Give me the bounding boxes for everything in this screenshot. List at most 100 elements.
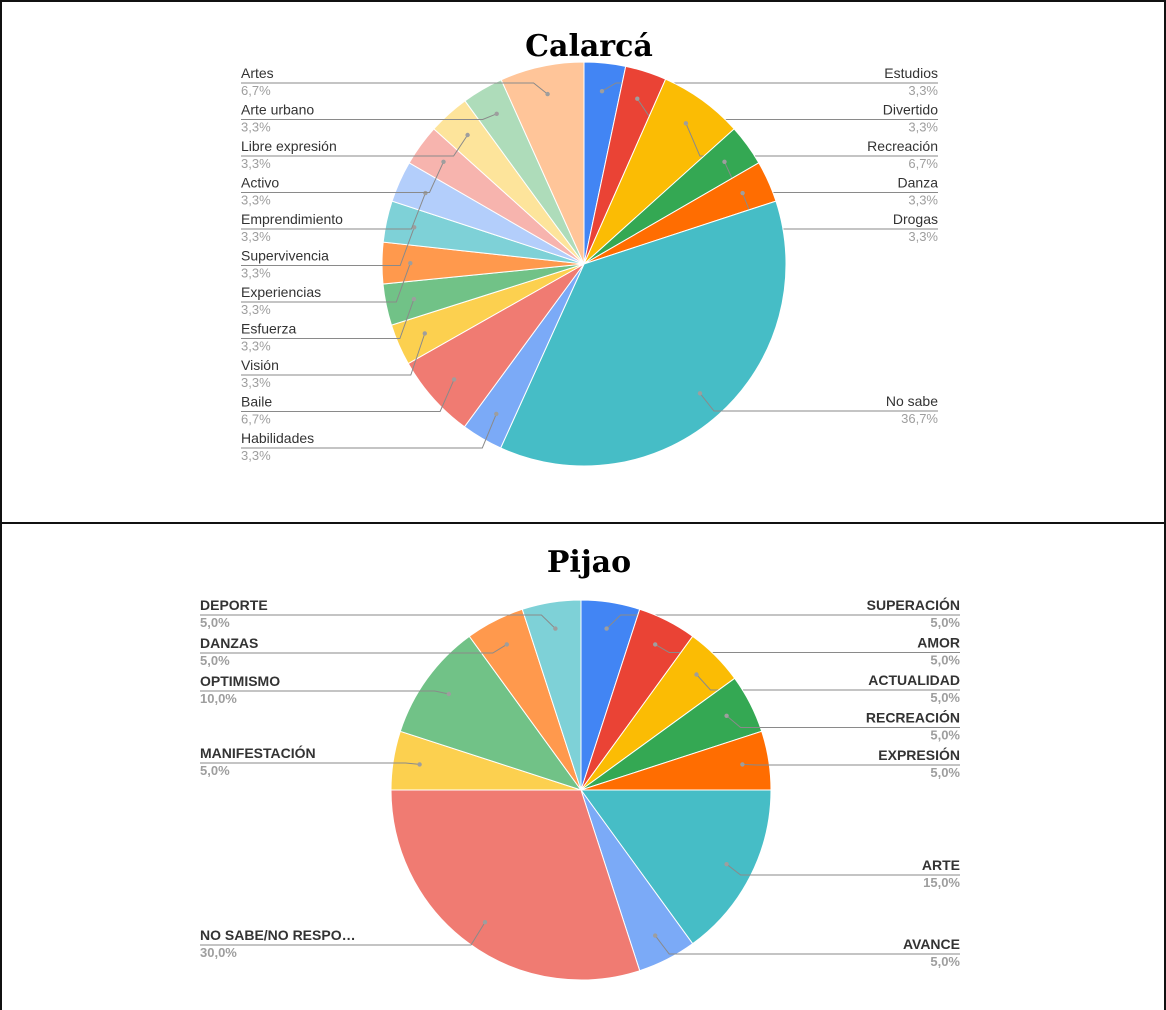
slice-label-superacion: SUPERACIÓN — [867, 596, 960, 613]
leader-line-habilidades — [241, 413, 497, 449]
leader-dot-habilidades — [494, 411, 499, 417]
slice-percent-drogas: 3,3% — [908, 229, 938, 244]
leader-dot-experiencias — [408, 261, 413, 266]
slice-percent-esfuerza: 3,3% — [241, 339, 271, 354]
leader-line-superacion — [606, 614, 960, 629]
slice-label-activo: Activo — [241, 175, 279, 191]
slice-label-danza: Danza — [898, 175, 939, 191]
leader-line-supervivencia — [241, 227, 415, 266]
slice-label-manifestacion: MANIFESTACIÓN — [200, 744, 316, 761]
slice-label-avance: AVANCE — [903, 936, 960, 952]
chart-title-pijao: Pijao — [547, 545, 631, 580]
slice-label-esfuerza: Esfuerza — [241, 321, 296, 337]
leader-dot-superacion — [604, 626, 609, 631]
leader-line-manifestacion — [200, 762, 420, 765]
leader-line-experiencias — [241, 263, 411, 303]
slice-label-drogas: Drogas — [893, 211, 938, 227]
slice-label-estudios: Estudios — [884, 65, 938, 81]
slice-percent-habilidades: 3,3% — [241, 448, 271, 463]
chart-title-calarca: Calarcá — [525, 29, 653, 64]
leader-dot-emprendimiento — [423, 190, 428, 196]
leader-dot-libre-expresion — [465, 132, 470, 138]
slice-label-expresion: EXPRESIÓN — [878, 746, 960, 763]
leader-line-actualidad — [696, 674, 960, 691]
slice-percent-artes: 6,7% — [241, 83, 271, 98]
slice-percent-manifestacion: 5,0% — [200, 763, 230, 778]
slice-percent-activo: 3,3% — [241, 193, 271, 208]
slice-percent-amor: 5,0% — [930, 653, 960, 668]
slice-percent-recreacion: 5,0% — [930, 728, 960, 743]
leader-line-vision — [241, 333, 426, 376]
slice-label-recreacion: RECREACIÓN — [866, 709, 960, 726]
slice-percent-emprendimiento: 3,3% — [241, 229, 271, 244]
leader-dot-arte — [724, 862, 729, 867]
leader-line-activo — [241, 161, 444, 193]
slice-label-baile: Baile — [241, 394, 272, 410]
chart-calarca: Calarcá Estudios 3,3% Divertido 3,3% Recreac… — [241, 29, 939, 467]
slice-percent-danza: 3,3% — [908, 193, 938, 208]
slice-label-vision: Visión — [241, 357, 279, 373]
pie-slice-artes — [500, 61, 585, 265]
slice-percent-arte-urbano: 3,3% — [241, 120, 271, 135]
leader-dot-baile — [451, 377, 457, 382]
slice-percent-arte: 15,0% — [923, 875, 960, 890]
slice-percent-experiencias: 3,3% — [241, 302, 271, 317]
slice-percent-actualidad: 5,0% — [930, 690, 960, 705]
slice-percent-recreacion: 6,7% — [908, 156, 938, 171]
leader-line-recreacion — [685, 123, 938, 157]
leader-dot-recreacion — [724, 713, 729, 718]
leader-dot-danza — [722, 159, 727, 164]
slice-percent-supervivencia: 3,3% — [241, 266, 271, 281]
pie-slice-optimismo — [399, 635, 583, 791]
leader-dot-danzas — [504, 642, 509, 647]
slice-percent-danzas: 5,0% — [200, 653, 230, 668]
leader-line-libre-expresion — [241, 134, 469, 157]
slice-label-optimismo: OPTIMISMO — [200, 673, 280, 689]
pie-slice-arte — [580, 789, 772, 945]
leader-dot-expresion — [740, 762, 745, 767]
slice-percent-avance: 5,0% — [930, 954, 960, 969]
pie-pijao: SUPERACIÓN 5,0% AMOR 5,0% ACTUALIDAD 5,0% RECR… — [200, 596, 960, 981]
slice-label-experiencias: Experiencias — [241, 284, 321, 300]
leader-dot-actualidad — [694, 672, 699, 677]
slice-label-supervivencia: Supervivencia — [241, 248, 329, 264]
leader-line-arte — [726, 863, 960, 876]
leader-line-baile — [241, 379, 455, 412]
leader-dot-optimismo — [446, 691, 451, 697]
leader-line-recreacion — [726, 715, 960, 728]
pie-slice-deporte — [521, 599, 582, 791]
leader-dot-drogas — [740, 190, 745, 196]
slice-percent-expresion: 5,0% — [930, 765, 960, 780]
leader-dot-activo — [441, 159, 446, 164]
leader-dot-arte-urbano — [494, 111, 499, 117]
leader-dot-no-sabe — [697, 391, 703, 396]
leader-line-expresion — [742, 763, 960, 766]
pie-slice-no-sabe — [499, 200, 787, 467]
slice-percent-estudios: 3,3% — [908, 83, 938, 98]
leader-line-arte-urbano — [241, 113, 497, 120]
slice-percent-divertido: 3,3% — [908, 120, 938, 135]
slice-percent-superacion: 5,0% — [930, 615, 960, 630]
leader-dot-vision — [422, 331, 427, 336]
slice-percent-no-sabe-no-respo: 30,0% — [200, 945, 237, 960]
pie-calarca: Estudios 3,3% Divertido 3,3% Recreación 6,7% D… — [241, 61, 939, 467]
leader-line-emprendimiento — [241, 192, 426, 230]
leader-dot-esfuerza — [411, 296, 417, 302]
leader-line-esfuerza — [241, 298, 415, 339]
slice-label-deporte: DEPORTE — [200, 597, 268, 613]
leader-line-avance — [654, 935, 960, 955]
leader-line-estudios — [601, 82, 938, 92]
pie-slice-no-sabe-no-respo — [390, 789, 641, 981]
chart-pijao: Pijao SUPERACIÓN 5,0% AMOR 5,0% ACTUALIDAD 5,… — [200, 545, 960, 981]
leader-dot-artes — [545, 91, 550, 97]
slice-label-arte-urbano: Arte urbano — [241, 102, 314, 118]
slice-percent-vision: 3,3% — [241, 375, 271, 390]
leader-dot-amor — [653, 642, 658, 647]
slice-percent-baile: 6,7% — [241, 412, 271, 427]
slice-label-amor: AMOR — [917, 635, 960, 651]
slice-label-divertido: Divertido — [883, 102, 938, 118]
leader-line-optimismo — [200, 690, 449, 695]
slice-label-habilidades: Habilidades — [241, 430, 314, 446]
leader-dot-divertido — [635, 96, 640, 101]
slice-label-no-sabe: No sabe — [886, 393, 938, 409]
